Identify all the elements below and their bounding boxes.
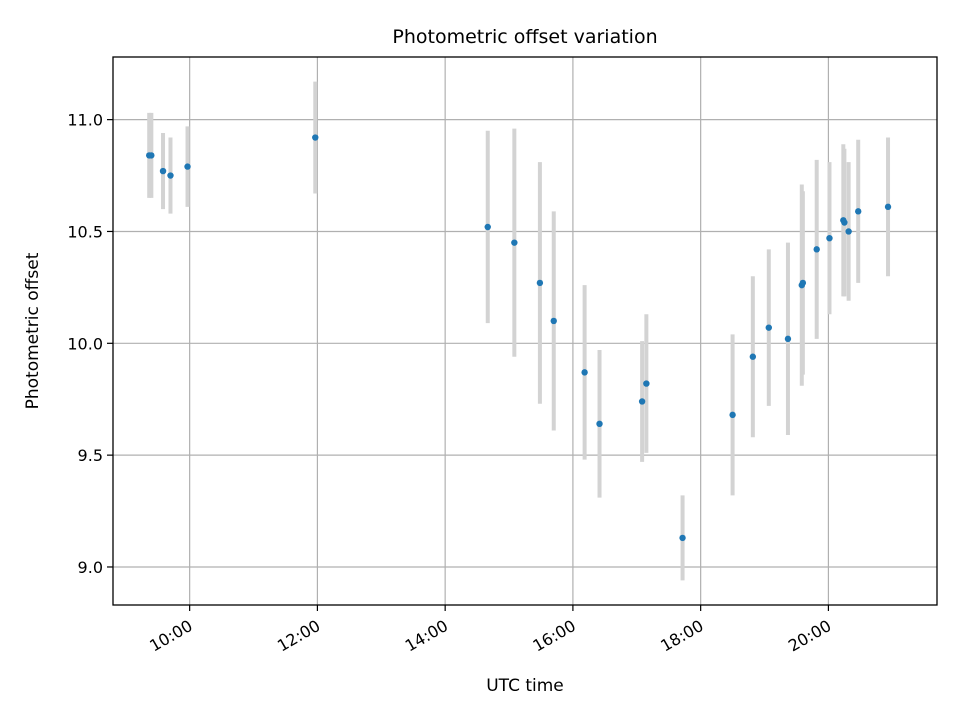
axis-ticks: 10:00 12:00 14:00 16:00 18:00 20:00 9.0 9.5 10.0… <box>67 111 834 656</box>
data-point <box>312 134 319 141</box>
data-points <box>145 134 892 542</box>
data-point <box>799 279 807 287</box>
y-axis-label: Photometric offset <box>23 252 43 409</box>
y-tick-label: 10.5 <box>67 222 103 241</box>
x-tick-label: 16:00 <box>529 616 578 656</box>
x-tick-label: 18:00 <box>657 616 706 656</box>
data-point <box>638 398 646 405</box>
data-point <box>729 411 736 419</box>
data-point <box>826 234 833 242</box>
x-tick-label: 14:00 <box>402 616 451 656</box>
data-point <box>841 219 848 226</box>
x-tick-label: 10:00 <box>146 616 195 656</box>
data-point <box>596 420 603 428</box>
data-point <box>550 317 557 325</box>
data-point <box>643 380 650 387</box>
data-point <box>167 172 174 179</box>
data-point <box>511 239 518 246</box>
y-tick-label: 11.0 <box>67 111 103 130</box>
grid-lines <box>113 57 937 605</box>
data-point <box>845 228 852 235</box>
data-point <box>813 246 820 253</box>
data-point <box>784 335 792 343</box>
data-point <box>765 324 772 331</box>
data-point <box>884 203 892 211</box>
chart-title: Photometric offset variation <box>392 26 657 48</box>
error-bars <box>147 81 891 581</box>
data-point <box>536 279 544 287</box>
data-point <box>159 167 167 175</box>
y-tick-label: 10.0 <box>67 334 103 353</box>
data-point <box>148 152 155 159</box>
data-point <box>749 353 757 360</box>
plot-area-frame <box>112 56 938 606</box>
x-tick-label: 20:00 <box>785 616 834 656</box>
y-tick-label: 9.0 <box>78 558 103 577</box>
y-tick-label: 9.5 <box>78 446 103 465</box>
x-tick-label: 12:00 <box>274 616 323 656</box>
data-point <box>184 163 191 170</box>
data-point <box>581 369 588 376</box>
x-axis-label: UTC time <box>486 676 564 696</box>
data-point <box>484 223 491 231</box>
data-point <box>679 534 686 542</box>
data-point <box>855 208 862 215</box>
